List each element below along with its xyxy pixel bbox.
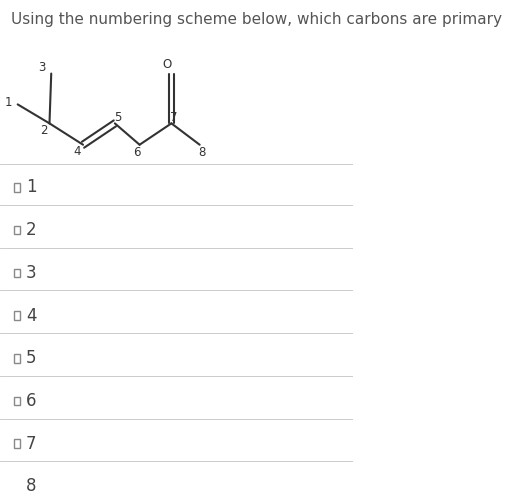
Text: O: O — [162, 58, 171, 70]
Text: 4: 4 — [26, 307, 36, 324]
Text: 3: 3 — [38, 61, 45, 74]
FancyBboxPatch shape — [14, 439, 21, 448]
Text: 3: 3 — [26, 264, 36, 282]
Text: 1: 1 — [26, 178, 36, 196]
Text: 7: 7 — [170, 111, 177, 124]
Text: 7: 7 — [26, 435, 36, 453]
FancyBboxPatch shape — [14, 269, 21, 277]
FancyBboxPatch shape — [14, 482, 21, 491]
Text: 6: 6 — [26, 392, 36, 410]
Text: 8: 8 — [26, 477, 36, 493]
FancyBboxPatch shape — [14, 397, 21, 405]
Text: 1: 1 — [5, 96, 13, 108]
Text: 2: 2 — [26, 221, 36, 239]
Text: 6: 6 — [133, 146, 140, 159]
Text: 5: 5 — [26, 349, 36, 367]
Text: 8: 8 — [198, 146, 206, 159]
FancyBboxPatch shape — [14, 183, 21, 192]
Text: Using the numbering scheme below, which carbons are primary (1°)?: Using the numbering scheme below, which … — [11, 12, 505, 27]
FancyBboxPatch shape — [14, 226, 21, 234]
Text: 4: 4 — [73, 145, 81, 158]
FancyBboxPatch shape — [14, 311, 21, 320]
FancyBboxPatch shape — [14, 354, 21, 362]
Text: 2: 2 — [40, 124, 48, 137]
Text: 5: 5 — [114, 111, 121, 124]
